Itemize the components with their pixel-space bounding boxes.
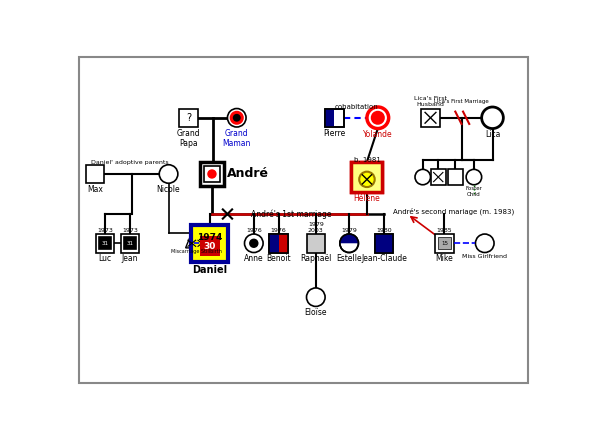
Bar [375,234,393,252]
Text: André: André [227,167,269,181]
Text: Foster
Child: Foster Child [465,186,482,197]
Circle shape [340,234,358,252]
Text: 1973: 1973 [122,228,138,232]
Bar [384,234,393,252]
Circle shape [307,288,325,307]
Text: 1973: 1973 [97,228,113,232]
Bar [352,162,382,192]
Text: Daniel: Daniel [192,265,227,275]
Bar [435,234,453,252]
Bar [438,237,451,249]
Text: Max: Max [87,185,103,194]
Text: Pierre: Pierre [323,129,346,137]
Bar [430,169,446,185]
Text: Eloïse: Eloïse [304,308,327,317]
Text: André's second mariage (m. 1983): André's second mariage (m. 1983) [393,208,514,215]
Text: 31: 31 [101,241,108,246]
Circle shape [359,172,375,187]
Text: 1979
2003: 1979 2003 [308,221,324,232]
Bar [269,234,279,252]
Text: Grand
Papa: Grand Papa [177,129,201,148]
Bar [121,234,139,252]
Text: Anne: Anne [244,254,263,263]
Text: Grand
Maman: Grand Maman [223,129,251,148]
Text: Lica's First
Husband: Lica's First Husband [414,96,447,107]
Bar [375,234,384,252]
Text: 31: 31 [126,241,133,246]
Text: 1979: 1979 [341,228,357,232]
Bar [279,234,288,252]
Text: Daniel' adoptive parents: Daniel' adoptive parents [91,160,169,165]
Bar [352,162,382,192]
Text: Miscarriage Stillbirth: Miscarriage Stillbirth [171,249,222,255]
Circle shape [367,107,389,129]
Circle shape [227,109,246,127]
Bar [352,162,382,192]
Bar [325,109,344,127]
Text: Benoit: Benoit [266,254,291,263]
Wedge shape [340,234,358,243]
Text: Mike: Mike [436,254,453,263]
Circle shape [208,170,216,178]
Circle shape [482,107,503,129]
Bar [325,109,334,127]
Bar [325,109,344,127]
Bar [204,166,220,182]
Text: 1976: 1976 [271,228,287,232]
Circle shape [372,112,384,124]
Text: 1974: 1974 [197,233,223,242]
Bar [86,165,104,183]
Bar [124,237,136,249]
Text: 1976: 1976 [246,228,262,232]
Bar [191,225,229,262]
Bar [200,236,220,256]
Text: Miss Girlfriend: Miss Girlfriend [462,254,507,259]
Circle shape [415,169,430,185]
Bar [375,234,393,252]
Text: 30: 30 [204,242,216,251]
Bar [421,109,440,127]
Text: Yolande: Yolande [363,130,392,139]
Text: 15: 15 [441,241,448,246]
Circle shape [250,239,258,247]
Text: Jean-Claude: Jean-Claude [361,254,407,263]
Circle shape [234,115,240,121]
Text: cohabitation: cohabitation [334,104,378,110]
Text: André's 1st marriage: André's 1st marriage [251,209,332,219]
Text: 1985: 1985 [437,228,452,232]
Circle shape [466,169,482,185]
Circle shape [244,234,263,252]
Text: b. 1981: b. 1981 [353,157,381,163]
Circle shape [159,165,178,183]
Bar [96,234,114,252]
Text: Raphaël: Raphaël [300,254,332,263]
Bar [200,162,224,186]
Text: Jean: Jean [121,254,138,263]
Text: Lica's First Marriage: Lica's First Marriage [434,99,489,104]
Circle shape [475,234,494,252]
Text: Estelle: Estelle [336,254,362,263]
Bar [307,234,325,252]
Text: 1980: 1980 [376,228,392,232]
Text: Luc: Luc [98,254,111,263]
Text: Hélène: Hélène [353,194,380,203]
Circle shape [230,112,243,124]
Text: Lica: Lica [485,130,500,139]
Bar [269,234,288,252]
Bar [99,237,111,249]
Text: ?: ? [186,113,191,123]
Bar [269,234,288,252]
Bar [448,169,463,185]
Text: Nicole: Nicole [157,185,181,194]
Bar [179,109,198,127]
